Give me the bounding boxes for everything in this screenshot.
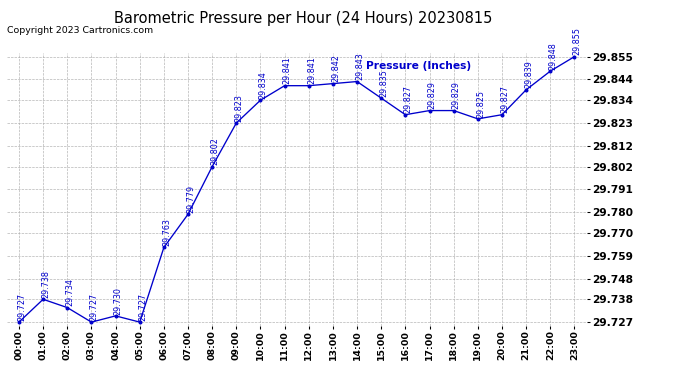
Text: 29.834: 29.834 <box>259 71 268 99</box>
Text: 29.727: 29.727 <box>17 292 26 321</box>
Text: 29.727: 29.727 <box>90 292 99 321</box>
Text: 29.842: 29.842 <box>331 54 340 82</box>
Text: 29.727: 29.727 <box>138 292 147 321</box>
Text: 29.825: 29.825 <box>476 90 485 117</box>
Text: 29.827: 29.827 <box>500 86 509 113</box>
Text: 29.779: 29.779 <box>186 185 195 213</box>
Text: Barometric Pressure per Hour (24 Hours) 20230815: Barometric Pressure per Hour (24 Hours) … <box>115 11 493 26</box>
Text: 29.839: 29.839 <box>524 61 533 88</box>
Text: 29.827: 29.827 <box>404 86 413 113</box>
Text: Pressure (Inches): Pressure (Inches) <box>366 61 471 71</box>
Text: 29.835: 29.835 <box>380 69 388 97</box>
Text: 29.855: 29.855 <box>573 27 582 56</box>
Text: 29.829: 29.829 <box>428 81 437 109</box>
Text: 29.802: 29.802 <box>210 137 219 165</box>
Text: 29.730: 29.730 <box>114 286 123 315</box>
Text: 29.738: 29.738 <box>41 270 50 298</box>
Text: 29.763: 29.763 <box>162 218 171 246</box>
Text: 29.823: 29.823 <box>235 94 244 122</box>
Text: 29.841: 29.841 <box>307 57 316 84</box>
Text: 29.734: 29.734 <box>66 278 75 306</box>
Text: 29.848: 29.848 <box>549 42 558 70</box>
Text: 29.829: 29.829 <box>452 81 461 109</box>
Text: Copyright 2023 Cartronics.com: Copyright 2023 Cartronics.com <box>7 26 153 35</box>
Text: 29.843: 29.843 <box>355 53 364 80</box>
Text: 29.841: 29.841 <box>283 57 292 84</box>
